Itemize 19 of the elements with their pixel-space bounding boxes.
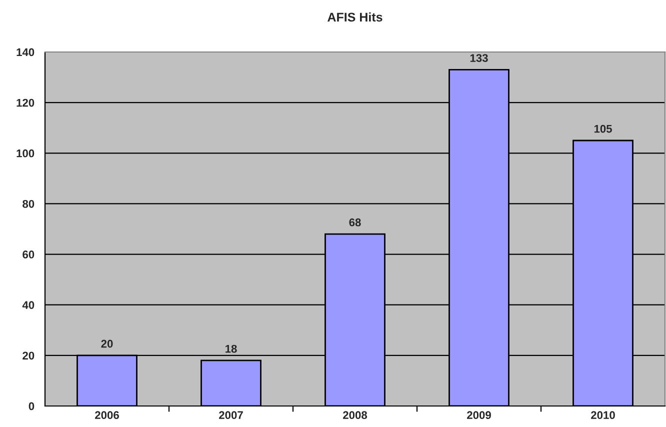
x-tick-label: 2008 [343,411,368,420]
y-tick-label: 120 [16,98,34,107]
x-tick-label: 2009 [467,411,491,420]
x-tick-label: 2010 [591,411,615,420]
y-tick-label: 40 [22,301,34,309]
y-tick-label: 80 [22,200,34,208]
data-label: 133 [470,54,488,62]
y-tick-label: 0 [28,402,34,410]
y-tick-label: 100 [16,149,34,158]
y-tick-label: 140 [16,48,34,56]
data-label: 68 [349,218,361,226]
x-tick-label: 2007 [219,411,243,420]
data-label: 20 [101,340,113,348]
chart-title: AFIS Hits [328,12,382,22]
x-tick-label: 2006 [95,411,119,420]
y-tick-label: 20 [22,352,34,360]
data-label: 105 [594,124,612,133]
data-label: 18 [226,344,237,353]
y-tick-label: 60 [22,250,34,258]
